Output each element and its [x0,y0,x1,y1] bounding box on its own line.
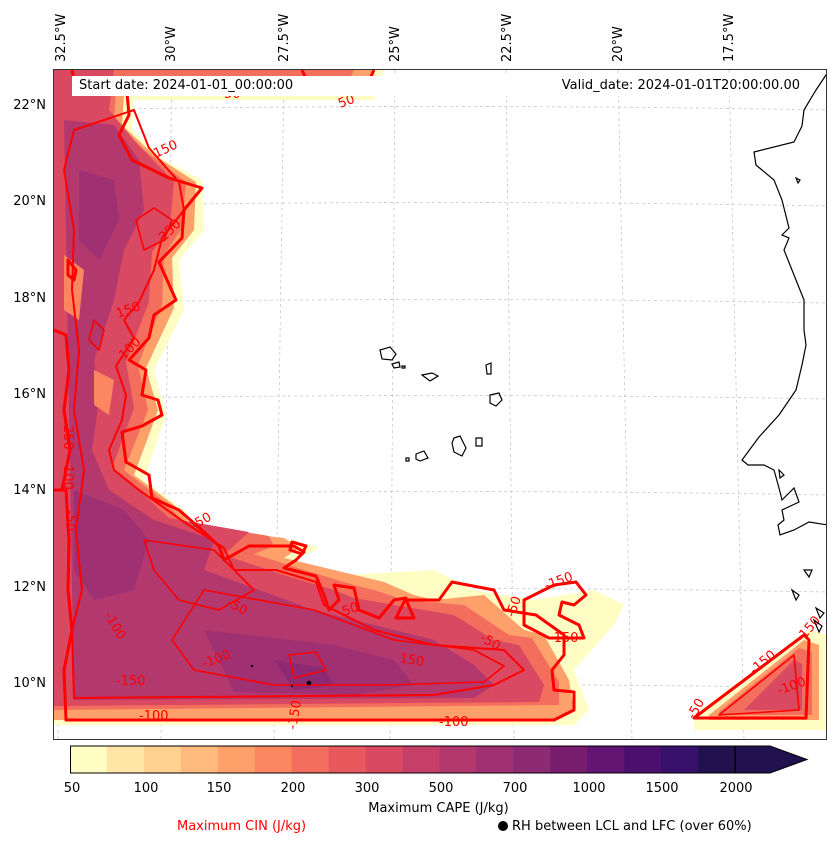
rh-dot-icon [498,821,508,831]
colorbar-extend-arrow [735,746,807,773]
colorbar-tick-label: 700 [502,781,528,796]
cape-verde-island [485,362,492,375]
rh-legend: RH between LCL and LFC (over 60%) [498,819,752,834]
contour-label: -50 [504,594,525,619]
contour-label: 150 [398,651,425,670]
contour-label: 100 [60,465,75,490]
contour-label: -150 [285,699,305,731]
colorbar-cell [180,746,219,773]
cape-verde-island [451,435,467,457]
start-date-label: Start date: 2024-01-01_00:00:00 [79,78,294,93]
contour-label: 250 [60,425,75,450]
cape-verde-island [420,372,440,382]
map-panel: 50 50 150 250 150 100 250 100 -50 -50 -1… [53,69,827,740]
colorbar-cell [254,746,293,773]
contour-label: 50 [336,92,357,112]
lon-label: 32.5°W [54,13,69,62]
lat-label: 16°N [13,387,46,402]
contour-label: -100 [439,715,469,730]
cape-cin-map: 50 50 150 250 150 100 250 100 -50 -50 -1… [54,70,826,739]
colorbar-cell [328,746,367,773]
cin-contours [54,70,811,722]
colorbar-cell [217,746,256,773]
colorbar-cell [661,746,699,773]
rh-dot [290,684,294,688]
lon-label: 17.5°W [722,13,737,62]
lon-label: 30°W [164,26,179,62]
cape-verde-island [405,457,410,462]
cape-verde-island [415,450,429,462]
colorbar-tick-label: 100 [133,781,159,796]
coastlines [379,73,826,634]
africa-coast [741,73,826,536]
cape-colorbar [70,745,809,774]
lon-label: 27.5°W [277,13,292,62]
cape-verde-island [391,361,401,369]
lat-label: 14°N [13,483,46,498]
colorbar-tick-label: 50 [63,781,81,796]
rh-dot [250,664,254,668]
cape-verde-island [379,346,397,361]
lat-label: 12°N [13,580,46,595]
colorbar-cell [587,746,625,773]
lon-label: 22.5°W [500,13,515,62]
colorbar-cell [513,746,551,773]
colorbar-cell [143,746,182,773]
contour-label: 50 [340,600,361,620]
lon-label: 25°W [388,26,403,62]
colorbar-tick-label: 150 [206,781,232,796]
lat-label: 22°N [13,98,46,113]
colorbar-tick-label: 500 [428,781,454,796]
colorbar-cell [476,746,514,773]
colorbar-cell [439,746,477,773]
contour-label: -100 [139,709,169,724]
colorbar-tick-label: 300 [354,781,380,796]
valid-date-label: Valid_date: 2024-01-01T20:00:00.00 [561,78,800,93]
lon-label: 20°W [611,26,626,62]
colorbar-tick-label: 200 [280,781,306,796]
rh-label: RH between LCL and LFC (over 60%) [512,819,752,834]
rh-dot [306,680,312,686]
contour-label: -150 [116,674,146,689]
lat-label: 20°N [13,194,46,209]
colorbar-tick-label: 2000 [719,781,753,796]
colorbar-cell [106,746,145,773]
contour-label: -150 [549,631,579,646]
colorbar-tick-label: 1500 [645,781,679,796]
colorbar-cell [291,746,330,773]
cape-verde-island [401,365,406,369]
colorbar-cell [365,746,404,773]
cape-verde-island [475,437,483,447]
date-header: Start date: 2024-01-01_00:00:00 Valid_da… [72,76,806,96]
contour-label: -50 [62,510,77,531]
colorbar-cell [70,746,108,773]
contour-label: 150 [151,138,180,162]
colorbar-cell [624,746,662,773]
cin-label: Maximum CIN (J/kg) [177,819,307,834]
cape-label: Maximum CAPE (J/kg) [368,801,509,816]
colorbar-tick-label: 1000 [572,781,606,796]
colorbar-cell [550,746,588,773]
lat-label: 18°N [13,291,46,306]
cape-verde-island [489,392,503,407]
colorbar-cell [698,746,736,773]
contour-label: -150 [542,570,575,594]
lat-label: 10°N [13,676,46,691]
colorbar-cell [402,746,441,773]
